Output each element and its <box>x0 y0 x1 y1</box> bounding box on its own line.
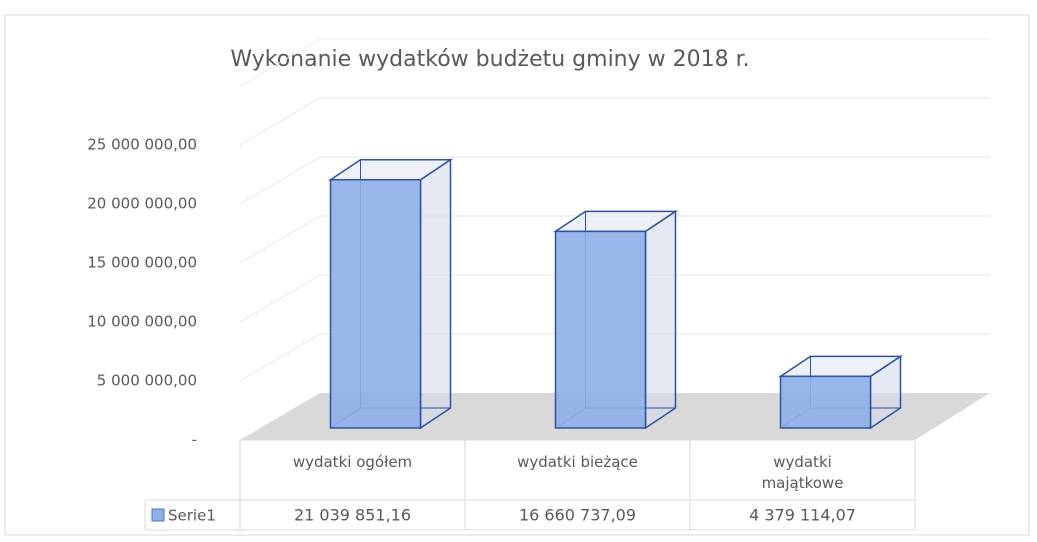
y-tick-label: 15 000 000,00 <box>87 254 197 272</box>
category-cell: wydatki bieżące <box>517 453 638 471</box>
bar-side <box>419 158 452 430</box>
grid-line <box>239 97 990 146</box>
y-tick-label: 5 000 000,00 <box>97 372 197 390</box>
grid-line <box>239 215 990 264</box>
value-label: 21 039 851,16 <box>294 506 411 525</box>
x-tick-label: wydatki ogółem <box>292 453 413 471</box>
x-tick-label: wydatki majątkowe <box>761 453 844 492</box>
y-tick-label: - <box>192 431 197 449</box>
grid-line <box>239 333 990 382</box>
legend-swatch <box>151 508 165 522</box>
bar-side <box>644 210 677 430</box>
bar <box>779 375 872 429</box>
value-label: 16 660 737,09 <box>519 506 636 525</box>
chart-title: Wykonanie wydatków budżetu gminy w 2018 … <box>230 47 749 72</box>
value-label: 4 379 114,07 <box>749 506 856 525</box>
legend-label: Serie1 <box>168 507 216 525</box>
grid-line <box>239 274 990 323</box>
wall-edge <box>239 38 990 87</box>
y-tick-label: 25 000 000,00 <box>87 136 197 154</box>
bar <box>778 354 903 430</box>
chart-border <box>4 14 1030 536</box>
x-tick-label: wydatki bieżące <box>517 453 638 471</box>
bar <box>554 230 647 429</box>
y-tick-label: 20 000 000,00 <box>87 195 197 213</box>
bar <box>328 158 453 430</box>
bar <box>329 178 422 429</box>
grid-line <box>239 156 990 205</box>
y-tick-label: 10 000 000,00 <box>87 313 197 331</box>
category-cell: wydatki majątkowe <box>761 453 844 492</box>
category-cell: wydatki ogółem <box>292 453 413 471</box>
bar <box>553 210 678 430</box>
